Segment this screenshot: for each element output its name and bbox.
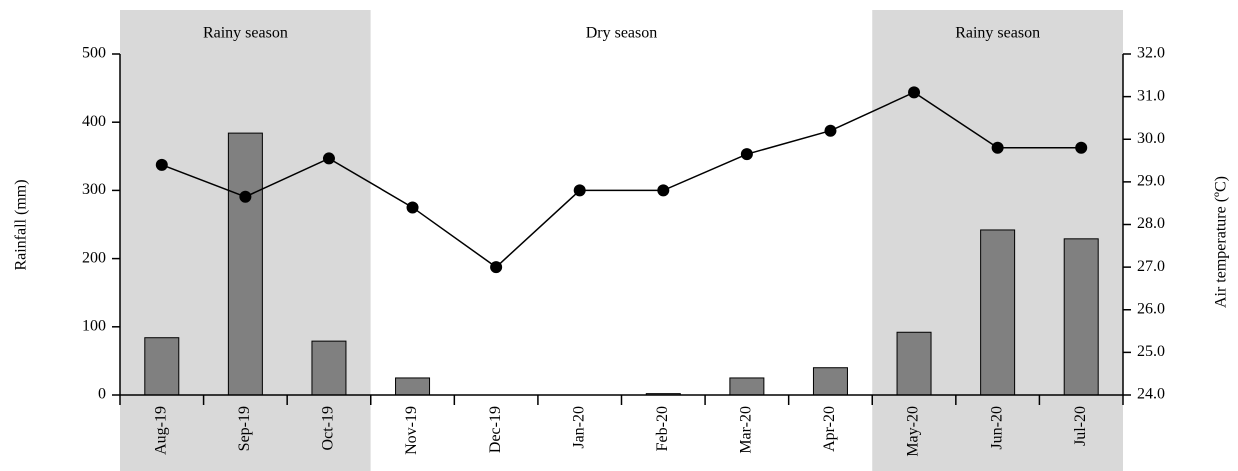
bar (812, 367, 848, 396)
temperature-marker (740, 148, 753, 161)
season-region (370, 10, 873, 471)
x-tick-label: Jul-20 (1072, 406, 1089, 446)
y-tick-label: 200 (82, 249, 106, 266)
temperature-marker (406, 201, 419, 214)
temperature-marker (824, 124, 837, 137)
temperature-marker (657, 184, 670, 197)
season-label: Dry season (586, 25, 658, 42)
y2-tick-label: 24.0 (1137, 386, 1165, 403)
x-tick-label: Apr-20 (821, 406, 838, 452)
temperature-marker (908, 86, 921, 99)
bar (144, 337, 180, 396)
y2-tick-label: 26.0 (1137, 300, 1165, 317)
y-tick-label: 0 (98, 386, 106, 403)
x-tick-label: Dec-19 (487, 406, 504, 453)
temperature-marker (1075, 141, 1088, 154)
x-tick-label: Nov-19 (403, 406, 420, 455)
season-label: Rainy season (955, 25, 1040, 42)
x-tick-label: Feb-20 (654, 406, 671, 451)
y2-tick-label: 31.0 (1137, 87, 1165, 104)
y2-tick-label: 30.0 (1137, 130, 1165, 147)
x-tick-label: Mar-20 (738, 406, 755, 454)
temperature-marker (991, 141, 1004, 154)
y-tick-label: 500 (82, 45, 106, 62)
y2-tick-label: 28.0 (1137, 215, 1165, 232)
x-tick-label: Jun-20 (988, 406, 1005, 450)
temperature-marker (490, 261, 503, 274)
bar (311, 340, 347, 396)
temperature-line (161, 91, 1082, 269)
y2-tick-label: 27.0 (1137, 258, 1165, 275)
bar (1063, 238, 1099, 396)
y-axis-label: Rainfall (mm) (13, 179, 30, 270)
y-tick-label: 100 (82, 317, 106, 334)
x-tick-label: Aug-19 (152, 406, 169, 455)
temperature-marker (155, 158, 168, 171)
y2-tick-label: 32.0 (1137, 45, 1165, 62)
temperature-marker (322, 152, 335, 165)
x-tick-label: Sep-19 (236, 406, 253, 451)
y-tick-label: 400 (82, 113, 106, 130)
x-tick-label: Oct-19 (320, 406, 337, 450)
y2-axis-label: Air temperature (ºC) (1213, 176, 1230, 308)
temperature-marker (573, 184, 586, 197)
bar (896, 331, 932, 396)
y2-tick-label: 25.0 (1137, 343, 1165, 360)
temperature-marker (239, 190, 252, 203)
bar (227, 132, 263, 396)
y-tick-label: 300 (82, 181, 106, 198)
x-tick-label: May-20 (905, 406, 922, 457)
season-label: Rainy season (203, 25, 288, 42)
bar (729, 377, 765, 396)
x-tick-label: Jan-20 (570, 406, 587, 449)
bar (980, 229, 1016, 396)
bar (395, 377, 431, 396)
y2-tick-label: 29.0 (1137, 173, 1165, 190)
